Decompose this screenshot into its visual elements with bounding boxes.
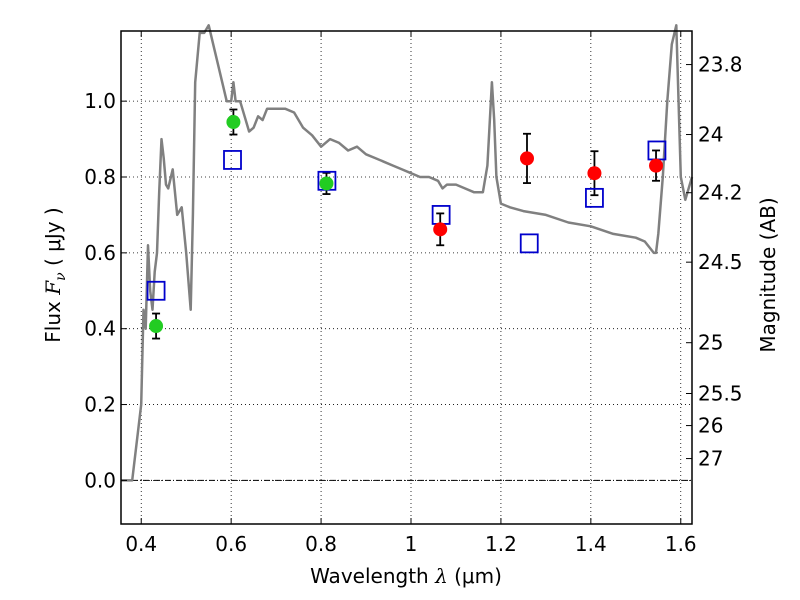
model-photometry-square-1 <box>223 150 242 170</box>
x-axis-label-text: Wavelength <box>310 564 429 588</box>
x-tick-label-2: 0.8 <box>305 532 337 556</box>
optical-point-0 <box>149 319 164 334</box>
x-tick-label-0: 0.4 <box>125 532 157 556</box>
mag-tick-label-1: 24 <box>698 123 723 147</box>
mag-tick-label-0: 23.8 <box>698 53 743 77</box>
x-axis-unit: (μm) <box>454 564 502 588</box>
optical-point-1 <box>226 115 241 130</box>
model-photometry-square-0 <box>146 280 166 301</box>
y-tick-label-5: 1.0 <box>84 89 116 113</box>
infrared-point-0 <box>433 222 448 237</box>
marks-layer <box>146 108 667 340</box>
x-axis-label: Wavelength λ (μm) <box>310 564 502 588</box>
plot-frame <box>120 30 693 525</box>
x-tick-label-5: 1.4 <box>575 532 607 556</box>
y-axis-symbol: F <box>41 280 65 296</box>
y-axis-label-text: Flux <box>41 301 65 343</box>
optical-point-2 <box>319 176 334 191</box>
y-tick-label-4: 0.8 <box>84 165 116 189</box>
y-tick-label-2: 0.4 <box>84 317 116 341</box>
infrared-point-1 <box>519 151 534 166</box>
ticks-layer: 0.4 0.6 0.8 1 1.2 1.4 1.6 0.0 0.2 0.4 0.6 0.8 1.0 23.… <box>84 31 743 556</box>
y-tick-label-0: 0.0 <box>84 468 116 492</box>
x-tick-label-1: 0.6 <box>215 532 247 556</box>
magnitude-axis-label: Magnitude (AB) <box>756 197 780 352</box>
mag-tick-label-7: 27 <box>698 447 723 471</box>
infrared-point-2 <box>587 166 602 181</box>
y-tick-label-1: 0.2 <box>84 393 116 417</box>
y-axis-label: Flux Fν ( μJy ) <box>41 207 69 342</box>
grid-layer <box>121 31 692 524</box>
infrared-point-3 <box>649 158 664 173</box>
y-axis-subscript: ν <box>53 272 69 281</box>
x-axis-symbol: λ <box>434 564 448 588</box>
y-tick-label-3: 0.6 <box>84 241 116 265</box>
x-tick-label-4: 1.2 <box>485 532 517 556</box>
mag-tick-label-3: 24.5 <box>698 250 743 274</box>
mag-tick-label-2: 24.2 <box>698 181 743 205</box>
model-spectrum-line <box>121 24 694 482</box>
x-tick-label-6: 1.6 <box>665 532 697 556</box>
mag-tick-label-5: 25.5 <box>698 382 743 406</box>
mag-tick-label-6: 26 <box>698 414 723 438</box>
model-photometry-square-4 <box>519 233 539 254</box>
model-photometry-square-5 <box>585 187 604 208</box>
y-axis-unit: ( μJy ) <box>41 207 65 266</box>
mag-tick-label-4: 25 <box>698 331 723 355</box>
x-tick-label-3: 1 <box>405 532 418 556</box>
